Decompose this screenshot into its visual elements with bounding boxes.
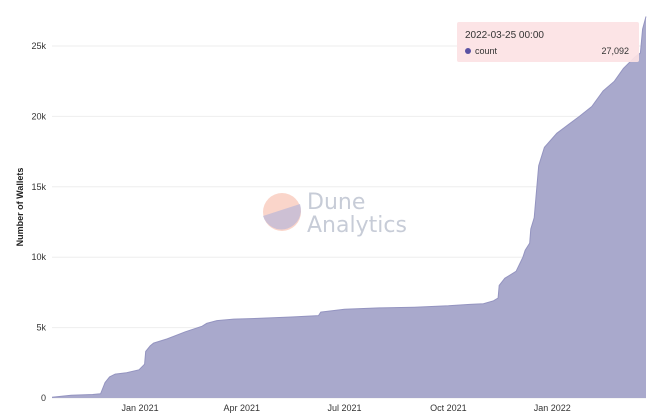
x-axis-ticks: Jan 2021 Apr 2021 Jul 2021 Oct 2021 Jan 2022 — [122, 403, 571, 413]
y-tick-label: 5k — [36, 323, 46, 333]
x-tick-label: Apr 2021 — [223, 403, 260, 413]
x-tick-label: Oct 2021 — [430, 403, 467, 413]
y-tick-label: 10k — [31, 252, 46, 262]
watermark-line-1: Dune — [307, 190, 365, 215]
watermark-logo-circle-bottom — [263, 204, 301, 230]
x-tick-label: Jan 2022 — [534, 403, 571, 413]
hover-tooltip: 2022-03-25 00:00 count 27,092 — [457, 22, 639, 62]
y-tick-label: 0 — [41, 393, 46, 403]
y-axis-title: Number of Wallets — [15, 168, 25, 247]
y-tick-label: 20k — [31, 111, 46, 121]
x-tick-label: Jan 2021 — [122, 403, 159, 413]
tooltip-series-dot — [465, 48, 471, 54]
x-tick-label: Jul 2021 — [327, 403, 361, 413]
watermark-line-2: Analytics — [307, 213, 407, 238]
tooltip-value: 27,092 — [601, 46, 629, 56]
y-axis-ticks: 0 5k 10k 15k 20k 25k — [31, 41, 46, 403]
y-tick-label: 15k — [31, 182, 46, 192]
area-series-count — [52, 16, 646, 398]
area-series-count-line — [51, 16, 647, 398]
dune-analytics-watermark: Dune Analytics — [263, 190, 407, 238]
tooltip-title: 2022-03-25 00:00 — [465, 30, 544, 41]
y-tick-label: 25k — [31, 41, 46, 51]
tooltip-series-label: count — [475, 46, 498, 56]
